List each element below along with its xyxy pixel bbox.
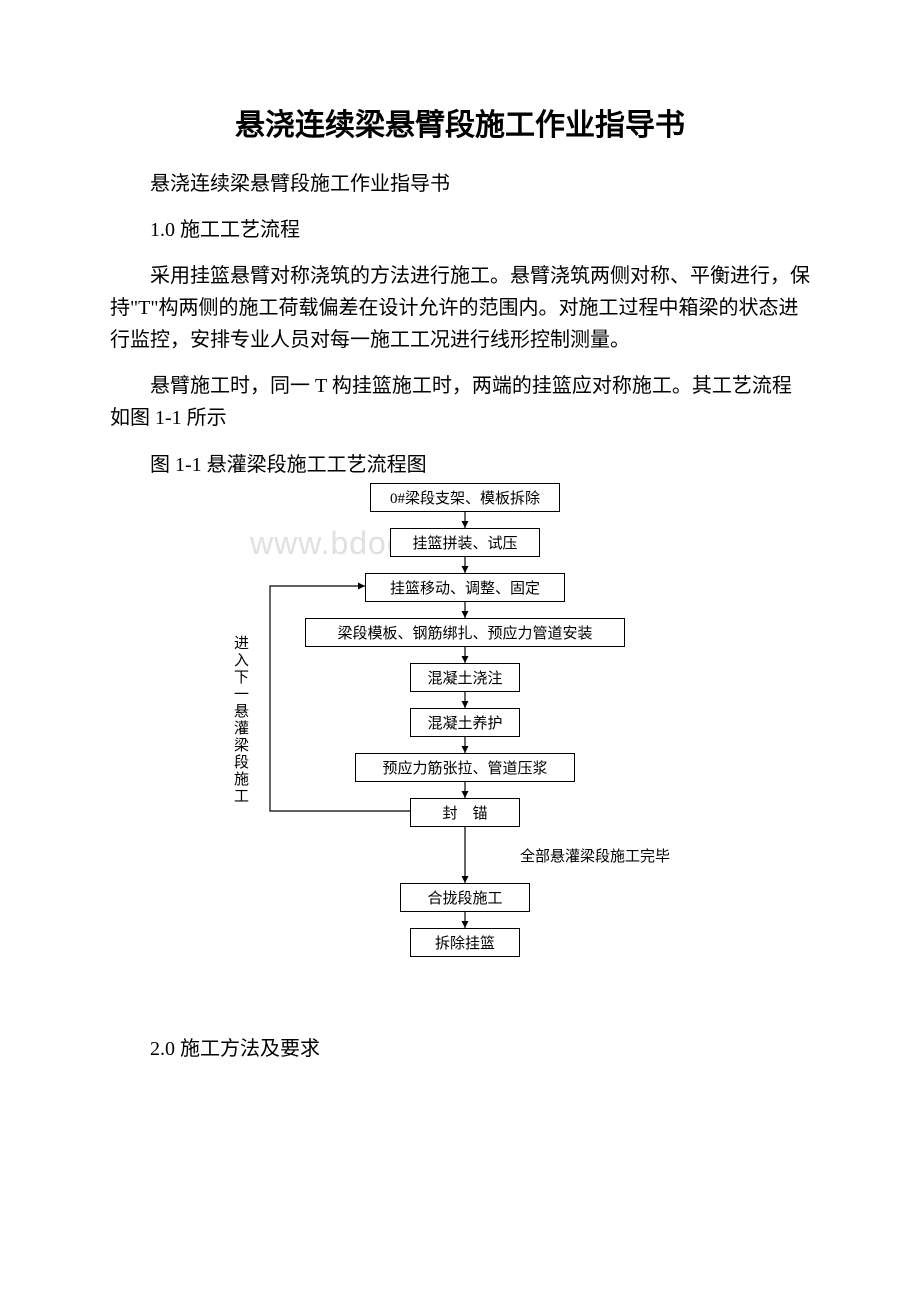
paragraph-1: 采用挂篮悬臂对称浇筑的方法进行施工。悬臂浇筑两侧对称、平衡进行，保持"T"构两侧… — [110, 260, 810, 356]
flow-box-n6: 预应力筋张拉、管道压浆 — [355, 753, 575, 782]
figure-caption: 图 1-1 悬灌梁段施工工艺流程图 — [110, 448, 810, 477]
flow-box-n7: 封 锚 — [410, 798, 520, 827]
subtitle-line: 悬浇连续梁悬臂段施工作业指导书 — [110, 168, 810, 200]
flow-box-n1: 挂篮拼装、试压 — [390, 528, 540, 557]
section2-heading: 2.0 施工方法及要求 — [110, 1033, 810, 1065]
flow-box-n4: 混凝土浇注 — [410, 663, 520, 692]
flow-box-n0: 0#梁段支架、模板拆除 — [370, 483, 560, 512]
flow-box-n9: 拆除挂篮 — [410, 928, 520, 957]
flowchart-arrows — [200, 483, 720, 993]
flow-box-n2: 挂篮移动、调整、固定 — [365, 573, 565, 602]
flow-box-n5: 混凝土养护 — [410, 708, 520, 737]
right-annotation: 全部悬灌梁段施工完毕 — [520, 845, 670, 866]
paragraph-2: 悬臂施工时，同一 T 构挂篮施工时，两端的挂篮应对称施工。其工艺流程如图 1-1… — [110, 370, 810, 434]
flow-box-n8: 合拢段施工 — [400, 883, 530, 912]
page-title: 悬浇连续梁悬臂段施工作业指导书 — [110, 100, 810, 144]
flowchart: www.bdocx.com 0#梁段支架、模板拆除挂篮拼装、试压挂篮移动、调整、… — [200, 483, 720, 993]
loop-side-label: 进入下一悬灌梁段施工 — [230, 635, 251, 805]
flow-box-n3: 梁段模板、钢筋绑扎、预应力管道安装 — [305, 618, 625, 647]
section1-heading: 1.0 施工工艺流程 — [110, 214, 810, 246]
